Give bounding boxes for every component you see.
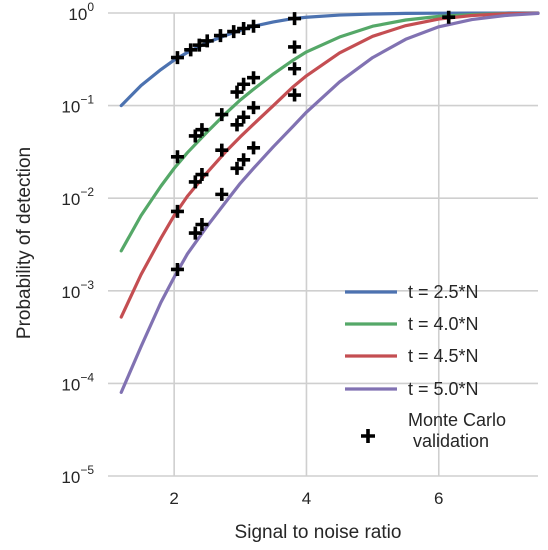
y-tick-exponent: 0 <box>87 0 94 14</box>
monte-carlo-point <box>230 161 244 175</box>
monte-carlo-point <box>170 204 184 218</box>
y-axis-label: Probability of detection <box>14 147 35 339</box>
series-lines <box>119 11 540 394</box>
monte-carlo-point <box>184 43 198 57</box>
monte-carlo-point <box>237 22 251 36</box>
monte-carlo-point <box>188 129 202 143</box>
y-tick-base: 10 <box>61 98 80 117</box>
monte-carlo-point <box>288 12 302 26</box>
y-tick-base: 10 <box>61 468 80 487</box>
y-tick-exponent: −2 <box>80 185 94 199</box>
y-tick-exponent: −3 <box>80 278 94 292</box>
y-tick-base: 10 <box>68 5 87 24</box>
grid <box>108 12 538 477</box>
monte-carlo-point <box>288 62 302 76</box>
monte-carlo-point <box>195 217 209 231</box>
monte-carlo-point <box>188 226 202 240</box>
series-line-t-4-5-n <box>119 11 540 319</box>
monte-carlo-point <box>227 25 241 39</box>
y-tick-base: 10 <box>61 283 80 302</box>
monte-carlo-point <box>288 40 302 54</box>
monte-carlo-point <box>237 110 251 124</box>
monte-carlo-point <box>237 153 251 167</box>
legend-label: t = 2.5*N <box>408 282 479 302</box>
monte-carlo-point <box>188 175 202 189</box>
legend: t = 2.5*N t = 4.0*N t = 4.5*N t = 5.0*N Mont… <box>345 282 506 451</box>
monte-carlo-point <box>200 34 214 48</box>
legend-marker <box>361 429 375 443</box>
monte-carlo-point <box>215 187 229 201</box>
y-tick-label: 10−2 <box>61 185 94 209</box>
y-tick-label: 10−1 <box>61 93 94 117</box>
y-tick-label: 100 <box>68 0 94 24</box>
monte-carlo-point <box>170 262 184 276</box>
y-tick-exponent: −5 <box>80 463 94 477</box>
y-tick-label: 10−5 <box>61 463 94 487</box>
y-tick-exponent: −1 <box>80 93 94 107</box>
x-tick-labels: 2 4 6 <box>169 489 443 508</box>
legend-label: Monte Carlo validation <box>408 410 506 451</box>
y-tick-exponent: −4 <box>80 370 94 384</box>
series-line-t-5-0-n <box>119 11 540 394</box>
monte-carlo-markers <box>170 10 456 276</box>
monte-carlo-point <box>170 51 184 65</box>
monte-carlo-point <box>247 19 261 33</box>
monte-carlo-point <box>288 88 302 102</box>
monte-carlo-point <box>247 71 261 85</box>
monte-carlo-point <box>247 101 261 115</box>
y-tick-label: 10−4 <box>61 370 94 394</box>
monte-carlo-point <box>195 168 209 182</box>
series-line-t-4-0-n <box>119 11 540 253</box>
monte-carlo-point <box>213 29 227 43</box>
legend-label: t = 4.5*N <box>408 346 479 366</box>
monte-carlo-point <box>195 123 209 137</box>
series-line-t-2-5-n <box>119 11 540 108</box>
legend-label: t = 5.0*N <box>408 379 479 399</box>
x-tick-label: 2 <box>169 489 178 508</box>
monte-carlo-point <box>247 141 261 155</box>
monte-carlo-point <box>237 77 251 91</box>
monte-carlo-point <box>230 118 244 132</box>
monte-carlo-point <box>442 10 456 24</box>
x-axis-label: Signal to noise ratio <box>235 522 402 543</box>
y-tick-base: 10 <box>61 375 80 394</box>
x-tick-label: 6 <box>434 489 443 508</box>
y-tick-base: 10 <box>61 190 80 209</box>
y-tick-label: 10−3 <box>61 278 94 302</box>
monte-carlo-point <box>192 38 206 52</box>
monte-carlo-point <box>170 150 184 164</box>
monte-carlo-point <box>215 108 229 122</box>
monte-carlo-point <box>215 143 229 157</box>
legend-label: t = 4.0*N <box>408 314 479 334</box>
monte-carlo-point <box>230 85 244 99</box>
x-tick-label: 4 <box>302 489 311 508</box>
